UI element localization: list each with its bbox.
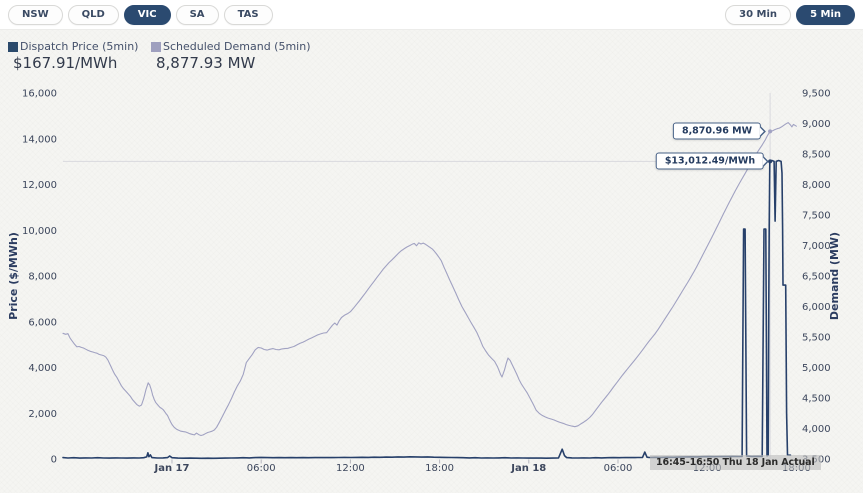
- legend-scheduled-demand[interactable]: Scheduled Demand (5min) 8,877.93 MW: [151, 40, 311, 72]
- demand-axis-tick-label: 4,500: [802, 394, 831, 405]
- tab-tas[interactable]: TAS: [223, 4, 273, 25]
- price-axis-tick-label: 10,000: [22, 226, 57, 237]
- demand-axis-tick-label: 8,000: [802, 180, 831, 191]
- interval-toggle: 30 Min 5 Min: [725, 4, 855, 25]
- demand-axis-tick-label: 8,500: [802, 150, 831, 161]
- demand-hover-point: [768, 129, 773, 134]
- demand-hover-tooltip: 8,870.96 MW: [672, 122, 767, 140]
- demand-axis-tick-label: 6,500: [802, 272, 831, 283]
- price-axis-tick-label: 14,000: [22, 134, 57, 145]
- price-axis-tick-label: 2,000: [28, 409, 57, 420]
- tab-nsw[interactable]: NSW: [8, 4, 63, 25]
- price-axis-tick-label: 12,000: [22, 180, 57, 191]
- demand-axis-tick-label: 7,500: [802, 211, 831, 222]
- price-axis-tick-label: 16,000: [22, 89, 57, 100]
- price-axis-tick-label: 4,000: [28, 363, 57, 374]
- price-axis-tick-label: 6,000: [28, 317, 57, 328]
- demand-axis-tick-label: 4,000: [802, 424, 831, 435]
- x-axis-tick-label: 06:00: [247, 463, 276, 474]
- dispatch-price-value: $167.91/MWh: [13, 54, 118, 72]
- series-dispatch-price: [62, 159, 792, 460]
- scheduled-demand-swatch-icon: [151, 42, 161, 52]
- tab-qld[interactable]: QLD: [67, 4, 119, 25]
- x-axis-tick-label: 18:00: [425, 463, 454, 474]
- demand-axis-tick-label: 5,500: [802, 333, 831, 344]
- demand-axis-title: Demand (MW): [828, 232, 841, 320]
- hover-time-tooltip: 16:45-16:50 Thu 18 Jan Actual: [650, 455, 821, 470]
- x-axis-tick-label: 06:00: [604, 463, 633, 474]
- toggle-30min[interactable]: 30 Min: [725, 4, 792, 25]
- tab-sa[interactable]: SA: [175, 4, 219, 25]
- price-axis-title: Price ($/MWh): [7, 232, 20, 320]
- legend-dispatch-price[interactable]: Dispatch Price (5min) $167.91/MWh: [8, 40, 138, 72]
- x-axis-tick-label: Jan 17: [153, 463, 189, 474]
- demand-axis-tick-label: 9,500: [802, 89, 831, 100]
- demand-axis-tick-label: 5,000: [802, 363, 831, 374]
- top-bar: NSW QLD VIC SA TAS 30 Min 5 Min: [0, 0, 863, 30]
- x-axis-tick-label: Jan 18: [510, 463, 546, 474]
- toggle-5min[interactable]: 5 Min: [796, 4, 855, 25]
- demand-axis-tick-label: 9,000: [802, 119, 831, 130]
- price-axis-tick-label: 0: [51, 455, 57, 466]
- dispatch-price-label: Dispatch Price (5min): [20, 40, 139, 53]
- demand-axis-tick-label: 7,000: [802, 241, 831, 252]
- x-axis-tick-label: 12:00: [336, 463, 365, 474]
- scheduled-demand-value: 8,877.93 MW: [156, 54, 256, 72]
- price-axis-tick-label: 8,000: [28, 272, 57, 283]
- region-tab-bar: NSW QLD VIC SA TAS: [8, 4, 273, 25]
- scheduled-demand-label: Scheduled Demand (5min): [163, 40, 311, 53]
- price-hover-tooltip: $13,012.49/MWh: [655, 152, 770, 170]
- dispatch-price-swatch-icon: [8, 42, 18, 52]
- demand-axis-tick-label: 6,000: [802, 302, 831, 313]
- tab-vic[interactable]: VIC: [123, 4, 171, 25]
